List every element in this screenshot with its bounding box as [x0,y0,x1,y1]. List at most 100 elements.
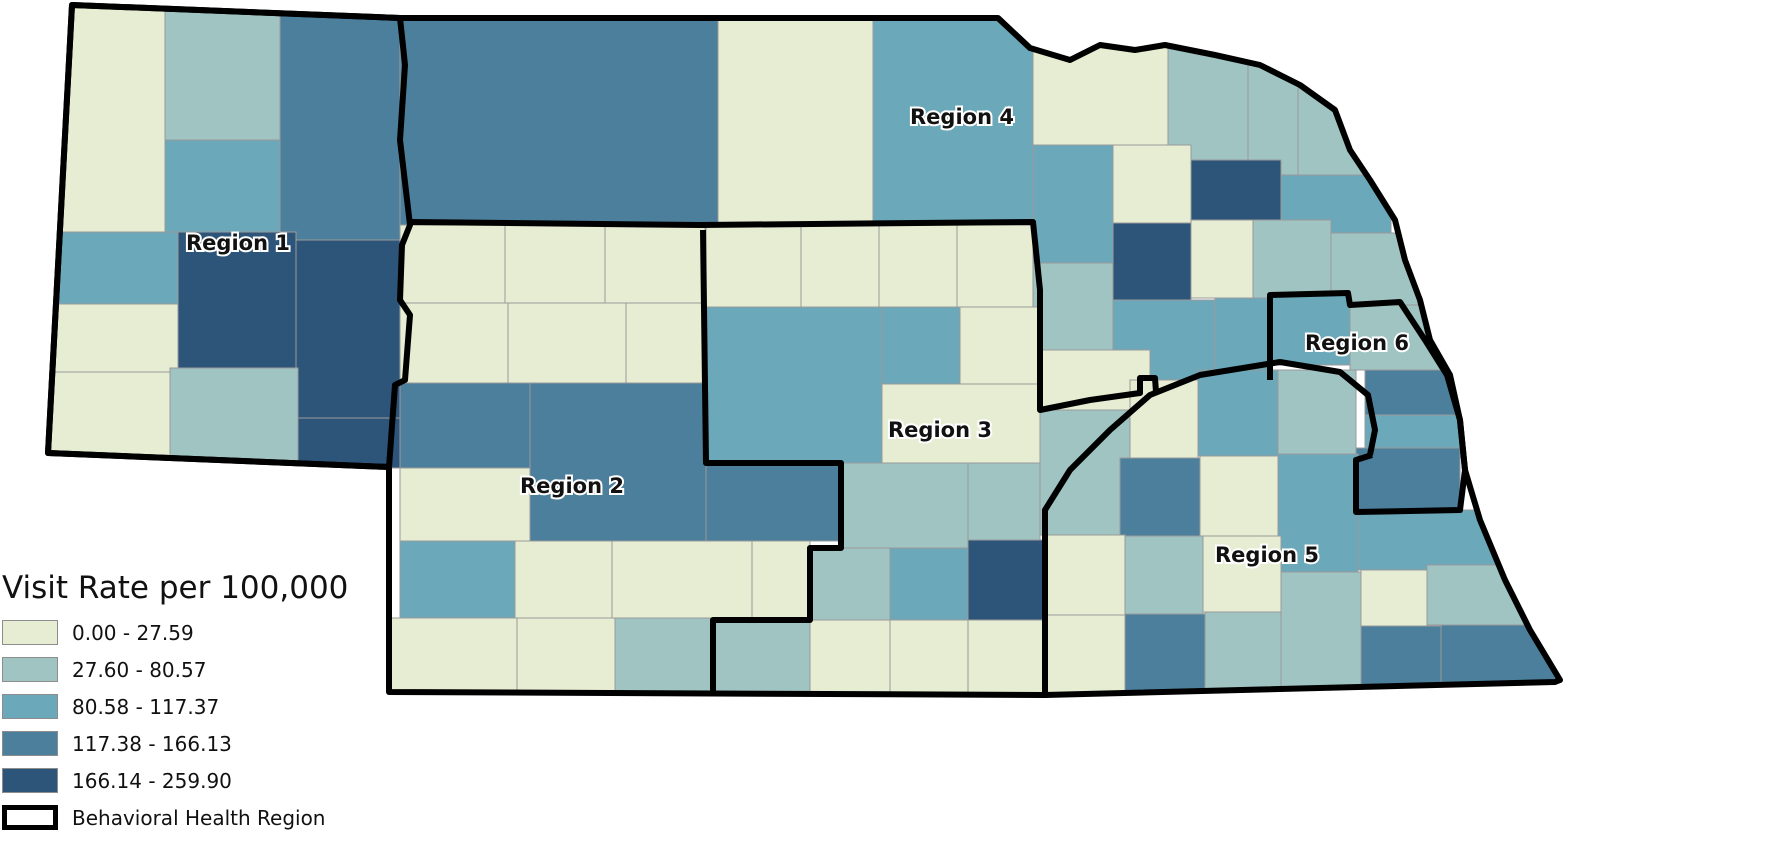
county [800,224,880,308]
county [388,617,518,695]
county [297,417,401,469]
county [967,539,1047,621]
legend-row: 117.38 - 166.13 [0,725,420,762]
legend-row: 80.58 - 117.37 [0,688,420,725]
county [1364,369,1461,416]
county [1199,455,1279,537]
county [1197,369,1279,457]
county [712,619,811,695]
county [1190,219,1254,299]
county [48,303,179,373]
legend-region-border-swatch [2,805,58,830]
legend-label: 80.58 - 117.37 [72,694,220,719]
legend-swatch [2,694,58,719]
county [399,467,531,542]
county [611,540,753,619]
county [1252,219,1332,299]
legend-row: 166.14 - 259.90 [0,762,420,799]
region-2-4-boundary [409,219,1159,413]
county [1190,159,1282,221]
county [1214,297,1271,371]
region-label-4: Region 4 [910,105,1014,129]
region-label-2: Region 2 [520,474,624,498]
county [1280,571,1362,691]
legend-swatch [2,620,58,645]
county [881,383,1041,465]
county [881,306,961,385]
legend-swatch [2,657,58,682]
county [967,462,1041,544]
county [169,367,299,463]
county [1032,144,1114,264]
county [604,224,706,304]
county [1297,5,1379,176]
county [504,224,606,304]
county [809,619,891,695]
county [1204,611,1282,693]
county [705,306,883,464]
county [529,382,707,542]
county [399,5,719,226]
region-3-5-boundary [1042,359,1378,695]
legend-label: 166.14 - 259.90 [72,768,232,793]
county [1247,5,1299,179]
legend-label: 117.38 - 166.13 [72,731,232,756]
legend-swatch [2,731,58,756]
county [507,302,627,384]
county [399,540,516,619]
county [279,5,401,241]
county [1277,369,1357,455]
county [1032,262,1114,364]
county [889,547,969,621]
county [625,302,707,384]
county [514,540,613,619]
county [956,224,1034,308]
county [1202,535,1282,613]
county [872,5,1034,226]
county [399,382,531,469]
county [1124,535,1204,615]
nebraska-state-outline [45,2,1563,698]
county [164,5,281,141]
county [1112,144,1192,224]
legend-swatch [2,768,58,793]
county [614,617,714,695]
legend-label-region-border: Behavioral Health Region [72,805,326,830]
county [840,462,969,549]
county [967,619,1047,695]
region-label-6: Region 6 [1305,331,1409,355]
map-legend: Visit Rate per 100,000 0.00 - 27.59 27.6… [0,568,420,836]
county [717,5,874,226]
legend-label: 0.00 - 27.59 [72,620,194,645]
legend-title: Visit Rate per 100,000 [2,570,349,606]
county [809,547,891,621]
county [1129,379,1199,459]
county [1357,509,1499,571]
legend-row-region-border: Behavioral Health Region [0,799,420,836]
county [399,302,509,384]
legend-label: 27.60 - 80.57 [72,657,207,682]
county [705,462,842,542]
county [1119,457,1201,537]
county [1360,625,1442,691]
legend-row: 27.60 - 80.57 [0,651,420,688]
county [959,306,1041,385]
county [177,231,297,369]
county [1039,409,1131,536]
region-label-3: Region 3 [888,418,992,442]
county [295,239,401,419]
county [1355,447,1461,511]
county [48,231,179,305]
county [516,617,616,695]
county [1044,534,1126,616]
legend-row: 0.00 - 27.59 [0,614,420,651]
county [48,371,171,463]
region-label-5: Region 5 [1215,543,1319,567]
county [1044,614,1126,695]
county [1124,613,1206,695]
county [164,139,281,233]
county [399,224,506,304]
county [1032,5,1169,146]
county [878,224,958,308]
